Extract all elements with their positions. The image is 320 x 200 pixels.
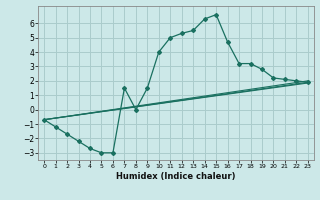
X-axis label: Humidex (Indice chaleur): Humidex (Indice chaleur) bbox=[116, 172, 236, 181]
